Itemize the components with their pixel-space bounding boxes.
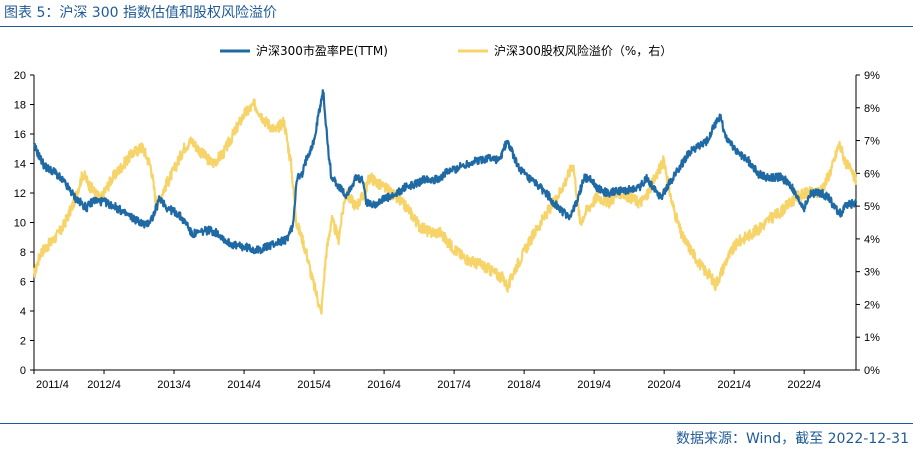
left-tick-label: 12: [14, 188, 26, 200]
series-layer: [32, 89, 858, 315]
right-tick-label: 2%: [864, 299, 880, 311]
left-tick-label: 4: [20, 306, 26, 318]
page-title: 图表 5：沪深 300 指数估值和股权风险溢价: [4, 5, 277, 21]
footer-divider: [0, 423, 913, 424]
right-tick-label: 5%: [864, 201, 880, 213]
right-tick-label: 0%: [864, 365, 880, 377]
left-tick-label: 6: [20, 277, 26, 289]
x-tick-label: 2015/4: [297, 379, 331, 391]
right-tick-label: 1%: [864, 332, 880, 344]
left-tick-label: 2: [20, 336, 26, 348]
source-note: 数据来源：Wind，截至 2022-12-31: [676, 431, 909, 447]
chart-axes: 0 2 4 6 8 10 12 14 16 18 20 0% 1% 2% 3% 4% 5% 6% 7% 8% 9% 201…: [14, 70, 880, 391]
chart: 0 2 4 6 8 10 12 14 16 18 20 0% 1% 2% 3% 4% 5% 6% 7% 8% 9% 201…: [14, 43, 880, 391]
x-tick-label: 2022/4: [787, 379, 821, 391]
x-tick-label: 2021/4: [717, 379, 751, 391]
left-tick-label: 8: [20, 247, 26, 259]
x-tick-label: 2011/4: [36, 379, 69, 391]
right-tick-label: 7%: [864, 136, 880, 148]
left-tick-label: 0: [20, 365, 26, 377]
x-tick-label: 2014/4: [227, 379, 261, 391]
chart-legend: 沪深300市盈率PE(TTM) 沪深300股权风险溢价（%，右）: [220, 43, 672, 58]
right-tick-label: 9%: [864, 70, 880, 82]
left-tick-label: 14: [14, 159, 26, 171]
right-tick-label: 4%: [864, 234, 880, 246]
x-tick-label: 2019/4: [577, 379, 611, 391]
right-tick-label: 6%: [864, 168, 880, 180]
x-tick-label: 2016/4: [367, 379, 401, 391]
x-tick-label: 2013/4: [157, 379, 191, 391]
right-tick-label: 3%: [864, 267, 880, 279]
x-tick-label: 2018/4: [507, 379, 541, 391]
left-tick-label: 16: [14, 129, 26, 141]
legend-label: 沪深300市盈率PE(TTM): [256, 43, 388, 58]
legend-label: 沪深300股权风险溢价（%，右）: [494, 43, 672, 58]
x-tick-label: 2017/4: [437, 379, 471, 391]
left-tick-label: 10: [14, 218, 26, 230]
title-divider: [0, 26, 913, 27]
series-line-pe: [32, 89, 858, 255]
x-tick-label: 2012/4: [87, 379, 121, 391]
right-tick-label: 8%: [864, 103, 880, 115]
left-tick-label: 18: [14, 100, 26, 112]
x-tick-label: 2020/4: [647, 379, 681, 391]
left-tick-label: 20: [14, 70, 26, 82]
series-line-erp: [32, 98, 858, 315]
